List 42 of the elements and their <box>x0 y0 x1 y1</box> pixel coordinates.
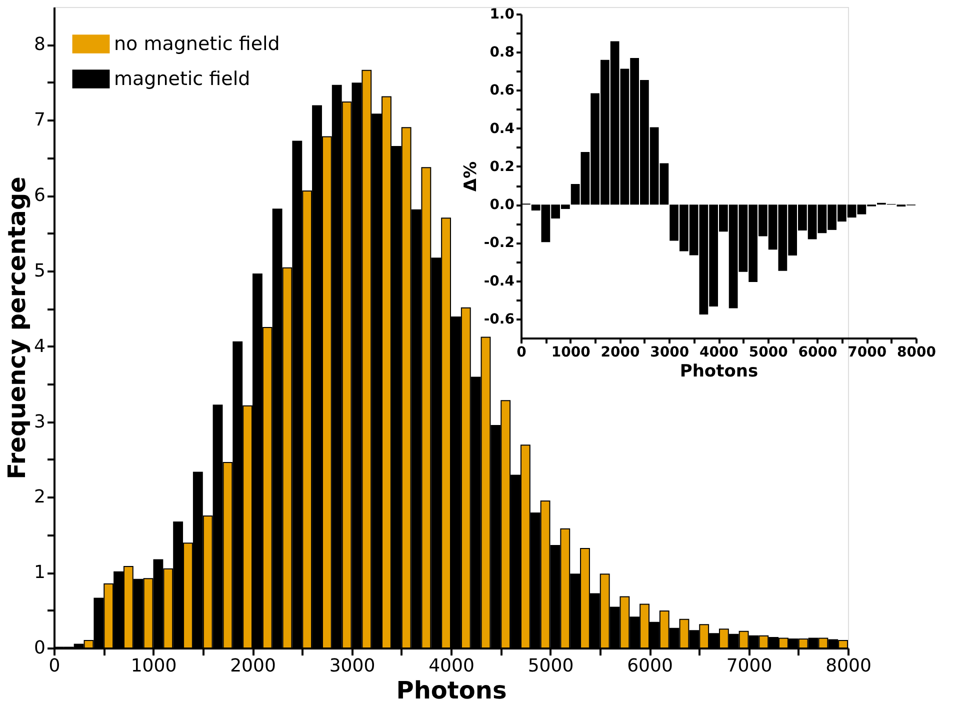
x-tick-label: 7000 <box>726 656 772 676</box>
x-axis-title: Photons <box>396 676 507 704</box>
y-tick-label: -0.4 <box>484 273 515 290</box>
x-tick-label: 3000 <box>650 344 690 360</box>
x-tick-label: 1000 <box>130 656 177 676</box>
y-tick-label: 1 <box>34 562 46 584</box>
x-tick-label: 6000 <box>798 344 838 360</box>
x-tick-label: 5000 <box>528 656 574 676</box>
y-tick-label: 7 <box>34 110 46 131</box>
x-tick-label: 3000 <box>329 656 376 676</box>
x-tick-label: 4000 <box>700 344 739 360</box>
x-tick-label: 2000 <box>600 344 640 360</box>
x-tick-label: 1000 <box>551 344 591 360</box>
y-tick-label: 0.8 <box>490 44 514 61</box>
x-tick-label: 0 <box>516 344 527 360</box>
legend-label: no magnetic field <box>114 33 280 55</box>
x-tick-label: 6000 <box>627 656 673 676</box>
x-tick-label: 4000 <box>428 656 474 676</box>
legend-label: magnetic field <box>114 68 250 90</box>
y-tick-label: 0.0 <box>490 197 515 214</box>
x-tick-label: 0 <box>48 656 60 676</box>
y-tick-label: -0.2 <box>484 235 514 252</box>
y-tick-label: 8 <box>34 34 46 56</box>
x-tick-label: 8000 <box>897 344 936 360</box>
x-tick-label: 7000 <box>848 344 887 360</box>
y-axis-title: Frequency percentage <box>3 176 32 480</box>
y-tick-label: 0.2 <box>490 158 514 175</box>
y-tick-label: 1.0 <box>490 6 515 22</box>
y-axis-title: Δ% <box>460 161 481 192</box>
y-tick-label: 5 <box>34 260 46 282</box>
x-tick-label: 8000 <box>826 656 872 676</box>
x-tick-label: 5000 <box>748 344 788 360</box>
x-tick-label: 2000 <box>230 656 276 676</box>
y-tick-label: 2 <box>34 486 46 508</box>
y-tick-label: 0.4 <box>490 120 515 137</box>
y-tick-label: -0.6 <box>484 311 514 328</box>
y-tick-label: 4 <box>34 336 46 357</box>
y-tick-label: 6 <box>34 185 46 206</box>
x-axis-title: Photons <box>680 362 758 382</box>
y-tick-label: 0 <box>34 638 46 658</box>
y-tick-label: 0.6 <box>490 82 514 99</box>
y-tick-label: 3 <box>34 411 46 432</box>
